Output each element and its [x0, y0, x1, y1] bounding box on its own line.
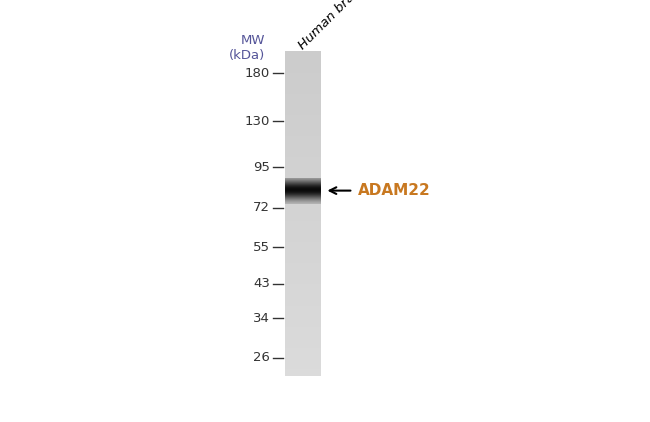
Text: 130: 130: [245, 115, 270, 127]
Text: 26: 26: [254, 351, 270, 364]
Text: 180: 180: [245, 67, 270, 80]
Text: 55: 55: [253, 241, 270, 254]
Text: ADAM22: ADAM22: [358, 183, 431, 198]
Text: Human brain: Human brain: [296, 0, 366, 52]
Text: 95: 95: [254, 161, 270, 174]
Text: MW: MW: [240, 34, 265, 47]
Text: 72: 72: [253, 201, 270, 214]
Text: (kDa): (kDa): [229, 49, 265, 62]
Text: 43: 43: [254, 277, 270, 290]
Text: 34: 34: [254, 312, 270, 325]
